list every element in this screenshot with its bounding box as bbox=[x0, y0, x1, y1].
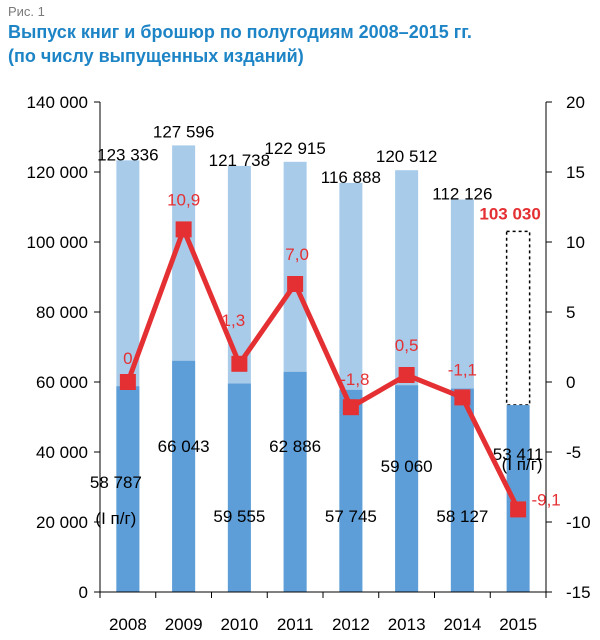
bar-first-half bbox=[506, 405, 530, 592]
x-tick-label: 2010 bbox=[220, 615, 258, 634]
total-value-label: 122 915 bbox=[264, 139, 325, 158]
first-half-value-label: 58 127 bbox=[436, 507, 488, 526]
total-value-label: 127 596 bbox=[153, 122, 214, 141]
bar-first-half bbox=[339, 389, 363, 592]
total-value-label: 123 336 bbox=[97, 145, 158, 164]
x-tick-label: 2011 bbox=[277, 615, 314, 634]
growth-line bbox=[125, 226, 521, 511]
growth-value-label: 0,5 bbox=[395, 336, 419, 355]
growth-marker bbox=[454, 389, 471, 406]
y2-tick-label: 20 bbox=[566, 93, 585, 112]
growth-marker bbox=[175, 221, 192, 238]
y-tick-label: 80 000 bbox=[36, 303, 88, 322]
y2-tick-label: -15 bbox=[566, 583, 591, 602]
y2-tick-label: -5 bbox=[566, 443, 581, 462]
y-tick-label: 140 000 bbox=[27, 93, 88, 112]
first-half-sub-label: (I п/г) bbox=[95, 509, 136, 528]
first-half-sub-label: (I п/г) bbox=[502, 455, 543, 474]
y2-tick-label: 10 bbox=[566, 233, 585, 252]
x-tick-label: 2014 bbox=[443, 615, 481, 634]
y-tick-label: 120 000 bbox=[27, 163, 88, 182]
x-tick-label: 2015 bbox=[499, 615, 537, 634]
figure-label: Рис. 1 bbox=[8, 4, 45, 19]
first-half-value-label: 59 555 bbox=[213, 507, 265, 526]
bar-first-half bbox=[395, 385, 419, 592]
bar-first-half bbox=[227, 383, 251, 592]
growth-marker bbox=[287, 276, 304, 292]
x-tick-label: 2012 bbox=[332, 615, 370, 634]
total-value-label: 116 888 bbox=[321, 168, 381, 187]
growth-value-label: -9,1 bbox=[531, 490, 560, 509]
growth-marker bbox=[231, 355, 248, 372]
x-tick-label: 2009 bbox=[165, 615, 203, 634]
chart-title: Выпуск книг и брошюр по полугодиям 2008–… bbox=[8, 22, 472, 42]
y-tick-label: 40 000 bbox=[36, 443, 88, 462]
growth-value-label: 7,0 bbox=[285, 245, 309, 264]
bar-total-estimate bbox=[505, 230, 531, 406]
y2-tick-label: -10 bbox=[566, 513, 591, 532]
x-tick-label: 2013 bbox=[388, 615, 426, 634]
total-value-label: 121 738 bbox=[209, 151, 270, 170]
y2-tick-label: 5 bbox=[566, 303, 575, 322]
y-tick-label: 100 000 bbox=[27, 233, 88, 252]
bar-first-half bbox=[283, 371, 307, 592]
total-estimate-label: 103 030 bbox=[479, 204, 540, 223]
growth-marker bbox=[398, 367, 415, 383]
growth-value-label: 0 bbox=[123, 349, 132, 368]
bar-first-half bbox=[450, 388, 474, 592]
growth-value-label: -1,8 bbox=[340, 370, 369, 389]
growth-value-label: 10,9 bbox=[167, 190, 200, 209]
y2-tick-label: 0 bbox=[566, 373, 575, 392]
total-value-label: 112 126 bbox=[432, 185, 492, 204]
first-half-value-label: 57 745 bbox=[325, 507, 377, 526]
growth-value-label: -1,1 bbox=[448, 360, 477, 379]
first-half-value-label: 58 787 bbox=[90, 473, 142, 492]
bar-first-half bbox=[116, 386, 140, 592]
first-half-value-label: 62 886 bbox=[269, 437, 321, 456]
y-tick-label: 20 000 bbox=[36, 513, 88, 532]
y-tick-label: 0 bbox=[79, 583, 88, 602]
growth-marker bbox=[342, 399, 359, 416]
first-half-value-label: 66 043 bbox=[158, 437, 210, 456]
y-tick-label: 60 000 bbox=[36, 373, 88, 392]
first-half-value-label: 53 411 bbox=[493, 445, 544, 464]
x-tick-label: 2008 bbox=[109, 615, 147, 634]
growth-value-label: 1,3 bbox=[222, 311, 246, 330]
chart-subtitle: (по числу выпущенных изданий) bbox=[8, 46, 304, 66]
bar-first-half bbox=[172, 360, 196, 592]
y2-tick-label: 15 bbox=[566, 163, 585, 182]
growth-marker bbox=[119, 374, 136, 390]
growth-marker bbox=[510, 501, 527, 518]
total-value-label: 120 512 bbox=[376, 147, 437, 166]
first-half-value-label: 59 060 bbox=[381, 457, 433, 476]
